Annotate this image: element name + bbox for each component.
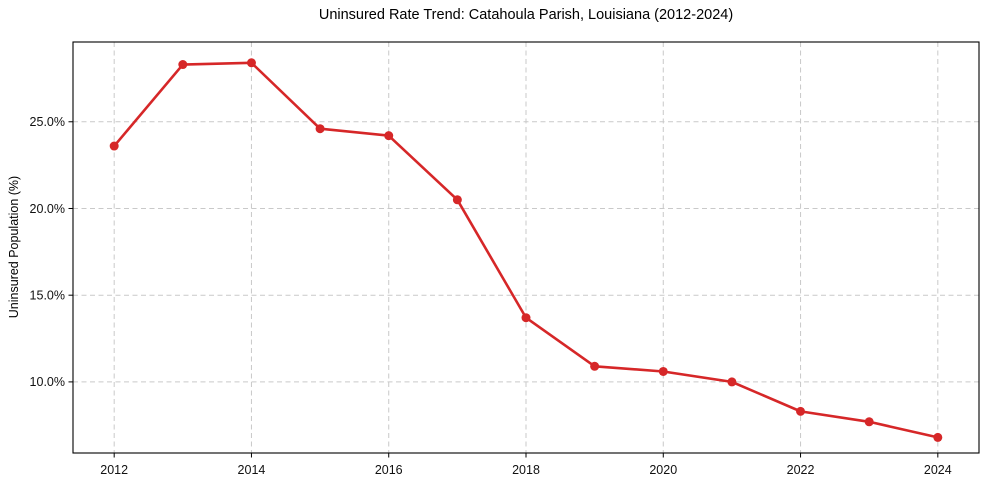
axis-ticks: 2012 2014 2016 2018 2020 2022 2024 10.0% 15.0% 20…	[30, 115, 952, 477]
data-point-2016	[384, 131, 394, 141]
x-tick-label-2016: 2016	[375, 463, 403, 477]
y-tick-label-20.0%: 20.0%	[30, 202, 65, 216]
y-tick-label-15.0%: 15.0%	[30, 288, 65, 302]
x-tick-label-2018: 2018	[512, 463, 540, 477]
uninsured-rate-series	[109, 58, 943, 442]
y-tick-label-10.0%: 10.0%	[30, 375, 65, 389]
data-point-2017	[452, 195, 462, 205]
x-tick-label-2020: 2020	[649, 463, 677, 477]
data-point-2018	[521, 313, 531, 323]
x-tick-label-2022: 2022	[787, 463, 815, 477]
x-tick-label-2012: 2012	[100, 463, 128, 477]
data-point-2020	[658, 366, 668, 376]
x-tick-label-2024: 2024	[924, 463, 952, 477]
data-point-2022	[796, 406, 806, 416]
y-tick-label-25.0%: 25.0%	[30, 115, 65, 129]
data-point-2013	[178, 60, 188, 70]
data-point-2023	[864, 417, 874, 427]
gridlines	[73, 42, 979, 453]
data-point-2015	[315, 124, 325, 134]
chart-title: Uninsured Rate Trend: Catahoula Parish, …	[318, 7, 734, 23]
data-point-2019	[590, 361, 600, 371]
data-point-2021	[727, 377, 737, 387]
data-point-2014	[246, 58, 256, 68]
x-tick-label-2014: 2014	[238, 463, 266, 477]
data-point-2024	[933, 432, 943, 442]
data-point-2012	[109, 141, 119, 151]
